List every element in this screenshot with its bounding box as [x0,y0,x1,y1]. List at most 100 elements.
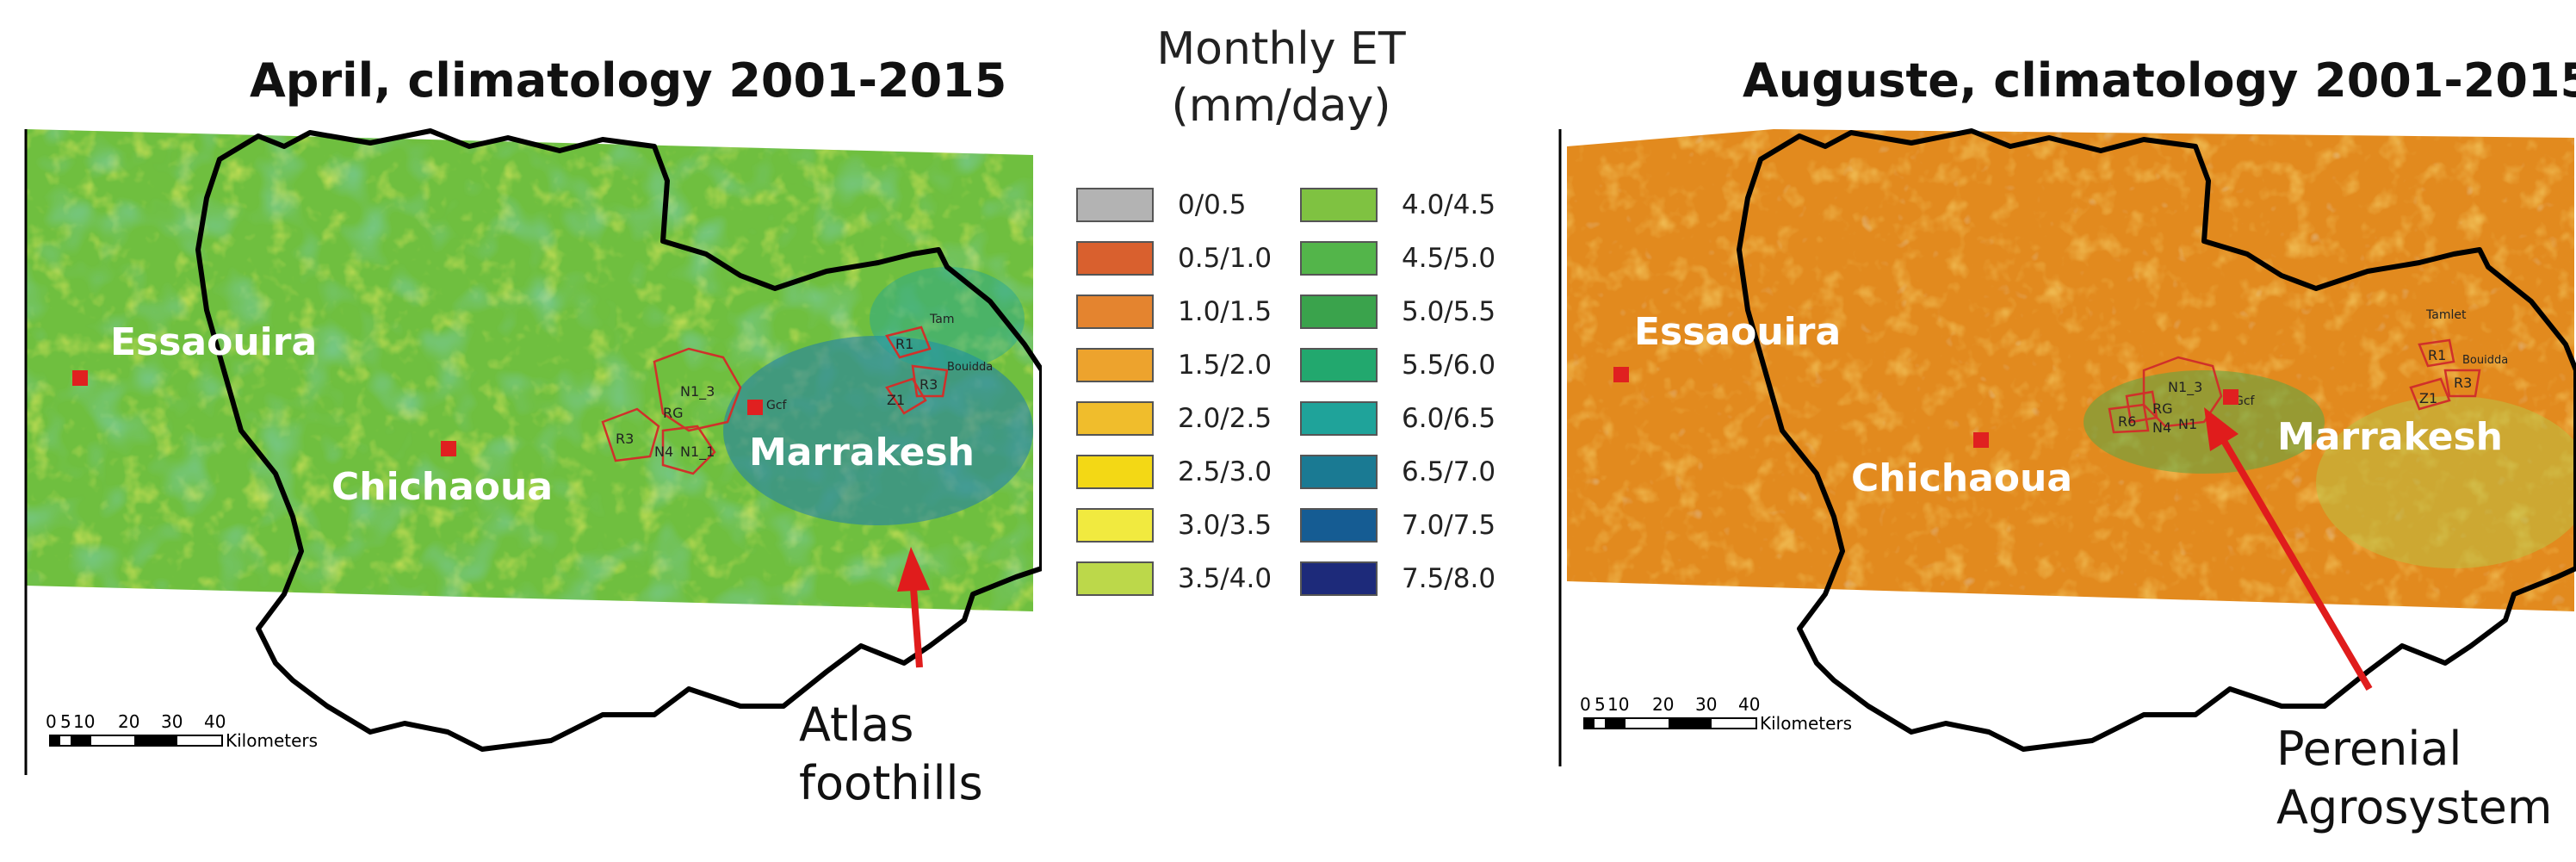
right-map-title: Auguste, climatology 2001-2015 [1743,53,2576,108]
svg-text:Gcf: Gcf [2234,394,2256,408]
legend-swatch [1300,241,1378,276]
legend-item: 7.5/8.0 [1300,561,1498,599]
perenial-agrosystem-label: Perenial Agrosystem [2276,720,2553,837]
legend-label: 7.0/7.5 [1402,510,1496,541]
atlas-foothills-label: Atlas foothills [799,696,983,813]
legend-label: 1.0/1.5 [1178,296,1273,327]
legend-swatch [1076,508,1154,543]
legend-swatch [1300,561,1378,596]
marrakesh-label: Marrakesh [749,431,975,474]
legend-item: 4.0/4.5 [1300,188,1498,226]
legend-item: 4.5/5.0 [1300,241,1498,279]
legend-label: 4.0/4.5 [1402,189,1496,220]
svg-text:N4: N4 [2152,419,2171,436]
legend-swatch [1076,455,1154,489]
legend-title: Monthly ET (mm/day) [1083,21,1479,134]
left-et-raster [26,129,1033,611]
right-zone-labels: N1_3 RG R6 N4 N1 Gcf Z1 R3 R1 Tamlet Bou… [2118,308,2508,436]
legend-label: 6.0/6.5 [1402,403,1496,434]
svg-text:Z1: Z1 [2419,390,2437,406]
svg-text:Kilometers: Kilometers [226,730,318,751]
legend-item: 1.0/1.5 [1076,295,1274,332]
essaouira-label-right: Essaouira [1634,310,1841,354]
annotation-line-1-right: Perenial [2276,722,2462,776]
annotation-line-2-right: Agrosystem [2276,780,2553,834]
legend-label: 3.5/4.0 [1178,563,1273,594]
svg-text:0: 0 [1580,694,1591,715]
chichaoua-label-right: Chichaoua [1851,456,2072,500]
legend-item: 6.5/7.0 [1300,455,1498,493]
annotation-line-2: foothills [799,756,983,810]
svg-text:N1: N1 [2178,416,2197,432]
legend-swatch [1300,508,1378,543]
legend-item: 5.0/5.5 [1300,295,1498,332]
svg-text:R3: R3 [2454,375,2472,391]
legend-label: 0.5/1.0 [1178,243,1273,274]
svg-text:0: 0 [46,711,57,732]
svg-text:N1_3: N1_3 [680,383,715,400]
svg-text:30: 30 [161,711,183,732]
left-zone-outlines [601,326,949,475]
legend-label: 5.5/6.0 [1402,350,1496,381]
svg-text:RG: RG [2152,400,2173,417]
svg-text:R1: R1 [2428,347,2446,363]
essaouira-label: Essaouira [110,320,317,364]
svg-text:5: 5 [1595,694,1606,715]
svg-text:10: 10 [1607,694,1629,715]
left-zone-labels: N1_3 RG R3 N4 N1_1 Gcf Z1 R3 R1 Tam Boui… [616,313,993,461]
svg-text:N1_3: N1_3 [2168,379,2202,396]
legend-swatch [1300,188,1378,222]
left-map-title: April, climatology 2001-2015 [250,53,1007,108]
left-scale-bar: 0 5 10 20 30 40 Kilometers [46,711,318,751]
right-et-raster [1567,129,2574,611]
svg-text:5: 5 [60,711,71,732]
legend-label: 5.0/5.5 [1402,296,1496,327]
legend-item: 0.5/1.0 [1076,241,1274,279]
svg-text:Tamlet: Tamlet [2425,308,2467,322]
right-map: N1_3 RG R6 N4 N1 Gcf Z1 R3 R1 Tamlet Bou… [1558,128,2576,766]
chichaoua-label: Chichaoua [331,465,553,509]
legend-label: 2.0/2.5 [1178,403,1273,434]
left-basin-boundary [195,128,1042,752]
chichaoua-marker-right [1973,432,1989,448]
legend-item: 1.5/2.0 [1076,348,1274,386]
legend-swatch [1300,295,1378,329]
svg-text:Tam: Tam [929,313,954,326]
right-scale-bar: 0 5 10 20 30 40 Kilometers [1580,694,1852,734]
annotation-line-1: Atlas [799,698,914,752]
legend-title-line-1: Monthly ET [1156,23,1406,75]
legend-swatch [1076,241,1154,276]
legend-swatch [1300,401,1378,436]
legend-label: 4.5/5.0 [1402,243,1496,274]
legend-item: 2.5/3.0 [1076,455,1274,493]
svg-text:Z1: Z1 [887,392,905,408]
svg-text:Gcf: Gcf [766,399,788,412]
svg-text:R6: R6 [2118,413,2136,430]
svg-text:Kilometers: Kilometers [1760,713,1852,734]
svg-text:R1: R1 [895,336,913,352]
legend-item: 7.0/7.5 [1300,508,1498,546]
legend-item: 3.5/4.0 [1076,561,1274,599]
marrakesh-label-right: Marrakesh [2277,415,2503,459]
legend-swatch [1300,455,1378,489]
svg-text:N1_1: N1_1 [680,443,715,461]
marrakesh-marker-right [2223,389,2239,405]
atlas-foothills-arrow [897,547,930,668]
legend-item: 2.0/2.5 [1076,401,1274,439]
svg-text:RG: RG [663,405,684,421]
svg-text:Bouidda: Bouidda [947,361,993,374]
legend-swatch [1300,348,1378,382]
legend-swatch [1076,188,1154,222]
svg-text:N4: N4 [654,443,673,460]
legend-label: 3.0/3.5 [1178,510,1273,541]
legend-title-line-2: (mm/day) [1171,80,1391,132]
svg-text:30: 30 [1695,694,1717,715]
legend-item: 0/0.5 [1076,188,1274,226]
svg-text:Bouidda: Bouidda [2462,354,2508,367]
legend-item: 5.5/6.0 [1300,348,1498,386]
svg-text:R3: R3 [616,431,634,447]
svg-text:R3: R3 [920,376,938,393]
legend-label: 6.5/7.0 [1402,456,1496,487]
legend-item: 6.0/6.5 [1300,401,1498,439]
svg-text:10: 10 [73,711,95,732]
